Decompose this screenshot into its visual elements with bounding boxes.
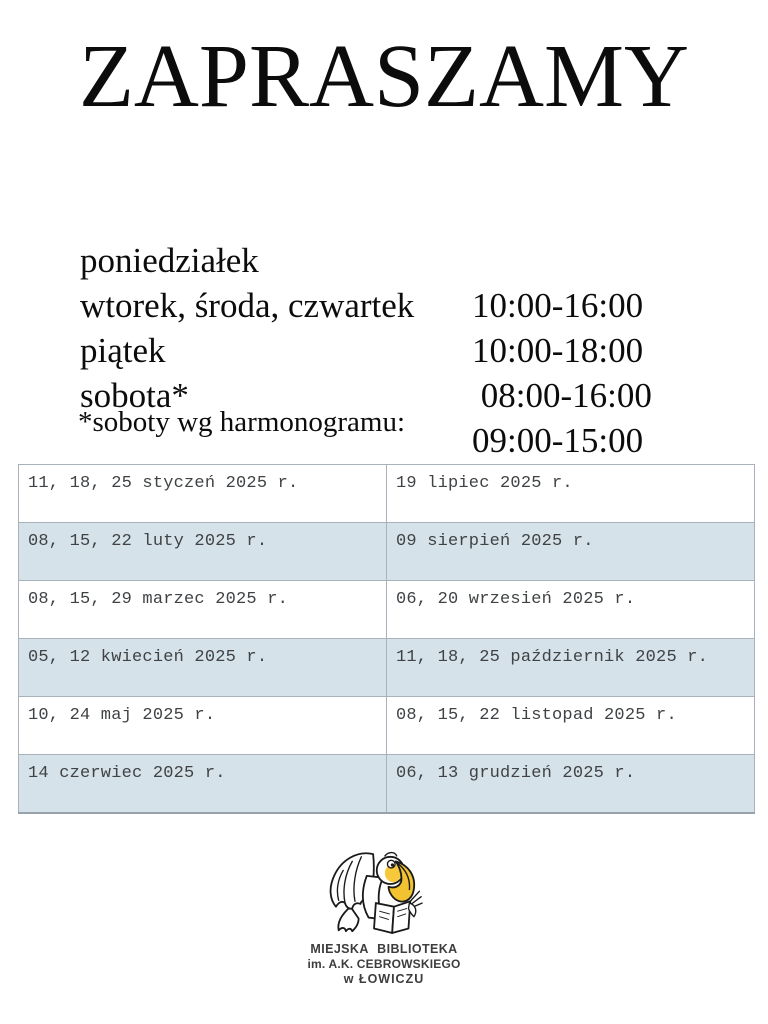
pelican-reading-book-icon (329, 851, 423, 934)
hours-row-tue-wed-thu: wtorek, środa, czwartek 10:00-18:00 (80, 238, 690, 370)
table-row: 14 czerwiec 2025 r. 06, 13 grudzień 2025… (18, 754, 755, 813)
table-cell: 08, 15, 22 listopad 2025 r. (386, 696, 755, 755)
time-value: 10:00-16:00 (472, 286, 644, 325)
opening-hours-list: poniedziałek 10:00-16:00 wtorek, środa, … (80, 193, 690, 460)
time-value: 08:00-16:00 (472, 376, 652, 415)
table-cell: 08, 15, 22 luty 2025 r. (18, 522, 387, 581)
day-label: wtorek, środa, czwartek (80, 286, 415, 325)
table-cell: 11, 18, 25 styczeń 2025 r. (18, 464, 387, 523)
table-cell: 11, 18, 25 październik 2025 r. (386, 638, 755, 697)
table-cell: 14 czerwiec 2025 r. (18, 754, 387, 813)
logo-text-line1: MIEJSKA BIBLIOTEKA (310, 942, 458, 956)
hours-row-friday: piątek 08:00-16:00 (80, 283, 690, 415)
saturdays-schedule-note: *soboty wg harmonogramu: (78, 406, 406, 438)
table-row: 05, 12 kwiecień 2025 r. 11, 18, 25 paźdz… (18, 638, 755, 697)
table-cell: 19 lipiec 2025 r. (386, 464, 755, 523)
table-cell: 06, 20 wrzesień 2025 r. (386, 580, 755, 639)
saturday-schedule-table: 11, 18, 25 styczeń 2025 r. 19 lipiec 202… (18, 464, 755, 814)
table-cell: 10, 24 maj 2025 r. (18, 696, 387, 755)
library-logo: MIEJSKA BIBLIOTEKA im. A.K. CEBROWSKIEGO… (0, 848, 768, 987)
time-value: 10:00-18:00 (472, 331, 644, 370)
day-label: sobota* (80, 376, 189, 415)
table-cell: 09 sierpień 2025 r. (386, 522, 755, 581)
table-cell: 08, 15, 29 marzec 2025 r. (18, 580, 387, 639)
table-row: 08, 15, 29 marzec 2025 r. 06, 20 wrzesie… (18, 580, 755, 639)
day-label: piątek (80, 331, 166, 370)
page-title: ZAPRASZAMY (78, 27, 690, 126)
day-label: poniedziałek (80, 241, 259, 280)
logo-text-line3: w ŁOWICZU (343, 972, 425, 986)
table-row: 08, 15, 22 luty 2025 r. 09 sierpień 2025… (18, 522, 755, 581)
table-row: 11, 18, 25 styczeń 2025 r. 19 lipiec 202… (18, 464, 755, 523)
table-cell: 05, 12 kwiecień 2025 r. (18, 638, 387, 697)
table-row: 10, 24 maj 2025 r. 08, 15, 22 listopad 2… (18, 696, 755, 755)
hours-row-monday: poniedziałek 10:00-16:00 (80, 193, 690, 325)
time-value: 09:00-15:00 (472, 421, 644, 460)
logo-text-line2: im. A.K. CEBROWSKIEGO (307, 957, 461, 971)
table-cell: 06, 13 grudzień 2025 r. (386, 754, 755, 813)
hours-row-saturday: sobota* 09:00-15:00 (80, 328, 690, 460)
